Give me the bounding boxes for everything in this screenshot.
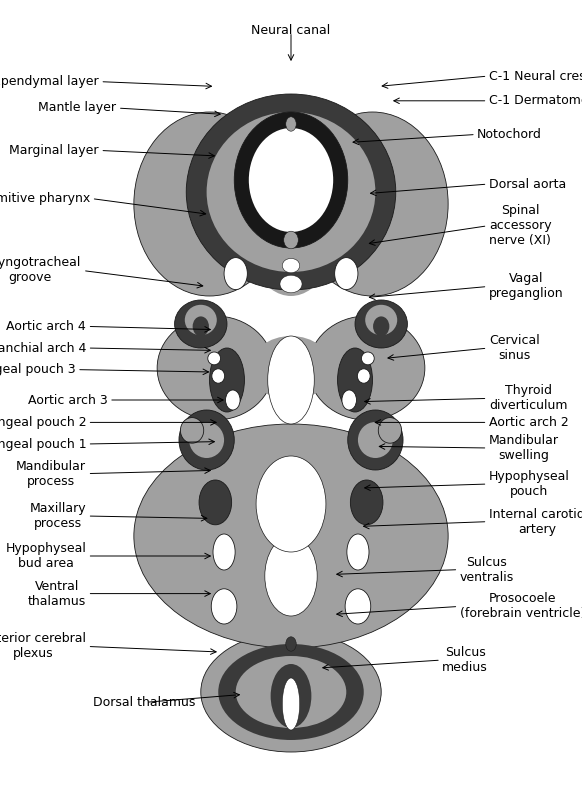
Ellipse shape [286,637,296,651]
Ellipse shape [378,418,402,443]
Text: Hypophyseal
bud area: Hypophyseal bud area [5,542,86,570]
Text: Aortic arch 3: Aortic arch 3 [28,394,108,406]
Ellipse shape [218,644,364,740]
Text: Aortic arch 2: Aortic arch 2 [489,416,569,429]
Text: Dorsal thalamus: Dorsal thalamus [93,696,196,709]
Text: Mandibular
process: Mandibular process [16,459,86,487]
Ellipse shape [249,128,333,232]
Ellipse shape [236,656,346,728]
Text: Internal carotid
artery: Internal carotid artery [489,508,582,536]
Ellipse shape [134,424,448,648]
Text: Pharyngeal pouch 1: Pharyngeal pouch 1 [0,438,86,450]
Ellipse shape [225,390,240,410]
Circle shape [224,258,247,290]
Text: Neural canal: Neural canal [251,24,331,37]
Text: Hypophyseal
pouch: Hypophyseal pouch [489,470,570,498]
Text: Dorsal aorta: Dorsal aorta [489,178,566,190]
Ellipse shape [213,534,235,570]
Ellipse shape [268,336,314,424]
Ellipse shape [189,422,224,458]
Circle shape [345,589,371,624]
Ellipse shape [361,352,374,365]
Ellipse shape [208,352,221,365]
Ellipse shape [134,112,285,296]
Ellipse shape [355,300,407,348]
Ellipse shape [234,112,348,248]
Ellipse shape [338,348,372,412]
Ellipse shape [308,316,425,420]
Ellipse shape [193,317,209,336]
Ellipse shape [185,305,217,335]
Circle shape [211,589,237,624]
Ellipse shape [373,317,389,336]
Ellipse shape [347,410,403,470]
Circle shape [199,480,232,525]
Text: Thyroid
diverticulum: Thyroid diverticulum [489,384,567,413]
Text: Aortic arch 4: Aortic arch 4 [6,320,86,333]
Ellipse shape [239,112,343,296]
Text: C-1 Dermatome: C-1 Dermatome [489,94,582,107]
Ellipse shape [265,536,317,616]
Text: Marginal layer: Marginal layer [9,144,99,157]
Ellipse shape [284,231,298,249]
Ellipse shape [212,369,225,383]
Text: Laryngotracheal
groove: Laryngotracheal groove [0,257,81,285]
Text: Pharyngeal pouch 3: Pharyngeal pouch 3 [0,363,76,376]
Ellipse shape [357,369,370,383]
Ellipse shape [175,300,227,348]
Text: Spinal
accessory
nerve (XI): Spinal accessory nerve (XI) [489,204,552,247]
Ellipse shape [180,418,204,443]
Ellipse shape [358,422,393,458]
Text: Prosocoele
(forebrain ventricle): Prosocoele (forebrain ventricle) [460,592,582,621]
Text: Notochord: Notochord [477,128,542,141]
Ellipse shape [179,410,234,470]
Ellipse shape [286,117,296,131]
Text: Primitive pharynx: Primitive pharynx [0,192,90,205]
Text: Ependymal layer: Ependymal layer [0,75,99,88]
Ellipse shape [207,112,375,272]
Text: C-1 Neural crest: C-1 Neural crest [489,70,582,82]
Ellipse shape [365,305,398,335]
Text: Pharyngeal pouch 2: Pharyngeal pouch 2 [0,416,86,429]
Ellipse shape [271,664,311,728]
Ellipse shape [186,94,396,290]
Ellipse shape [297,112,448,296]
Ellipse shape [250,336,332,400]
Text: Maxillary
process: Maxillary process [30,502,86,530]
Circle shape [350,480,383,525]
Text: Sulcus
ventralis: Sulcus ventralis [460,555,514,583]
Ellipse shape [157,316,274,420]
Text: Anterior cerebral
plexus: Anterior cerebral plexus [0,632,86,661]
Text: Cervical
sinus: Cervical sinus [489,334,540,362]
Text: Mandibular
swelling: Mandibular swelling [489,434,559,462]
Ellipse shape [282,258,300,273]
Text: Mantle layer: Mantle layer [38,102,116,114]
Ellipse shape [280,275,302,293]
Text: Ventral
thalamus: Ventral thalamus [28,579,86,608]
Ellipse shape [342,390,356,410]
Text: Vagal
preganglion: Vagal preganglion [489,272,563,300]
Text: Branchial arch 4: Branchial arch 4 [0,342,86,354]
Ellipse shape [256,456,326,552]
Ellipse shape [201,632,381,752]
Ellipse shape [282,678,300,730]
Ellipse shape [210,348,244,412]
Text: Sulcus
medius: Sulcus medius [442,646,488,674]
Circle shape [335,258,358,290]
Ellipse shape [347,534,369,570]
